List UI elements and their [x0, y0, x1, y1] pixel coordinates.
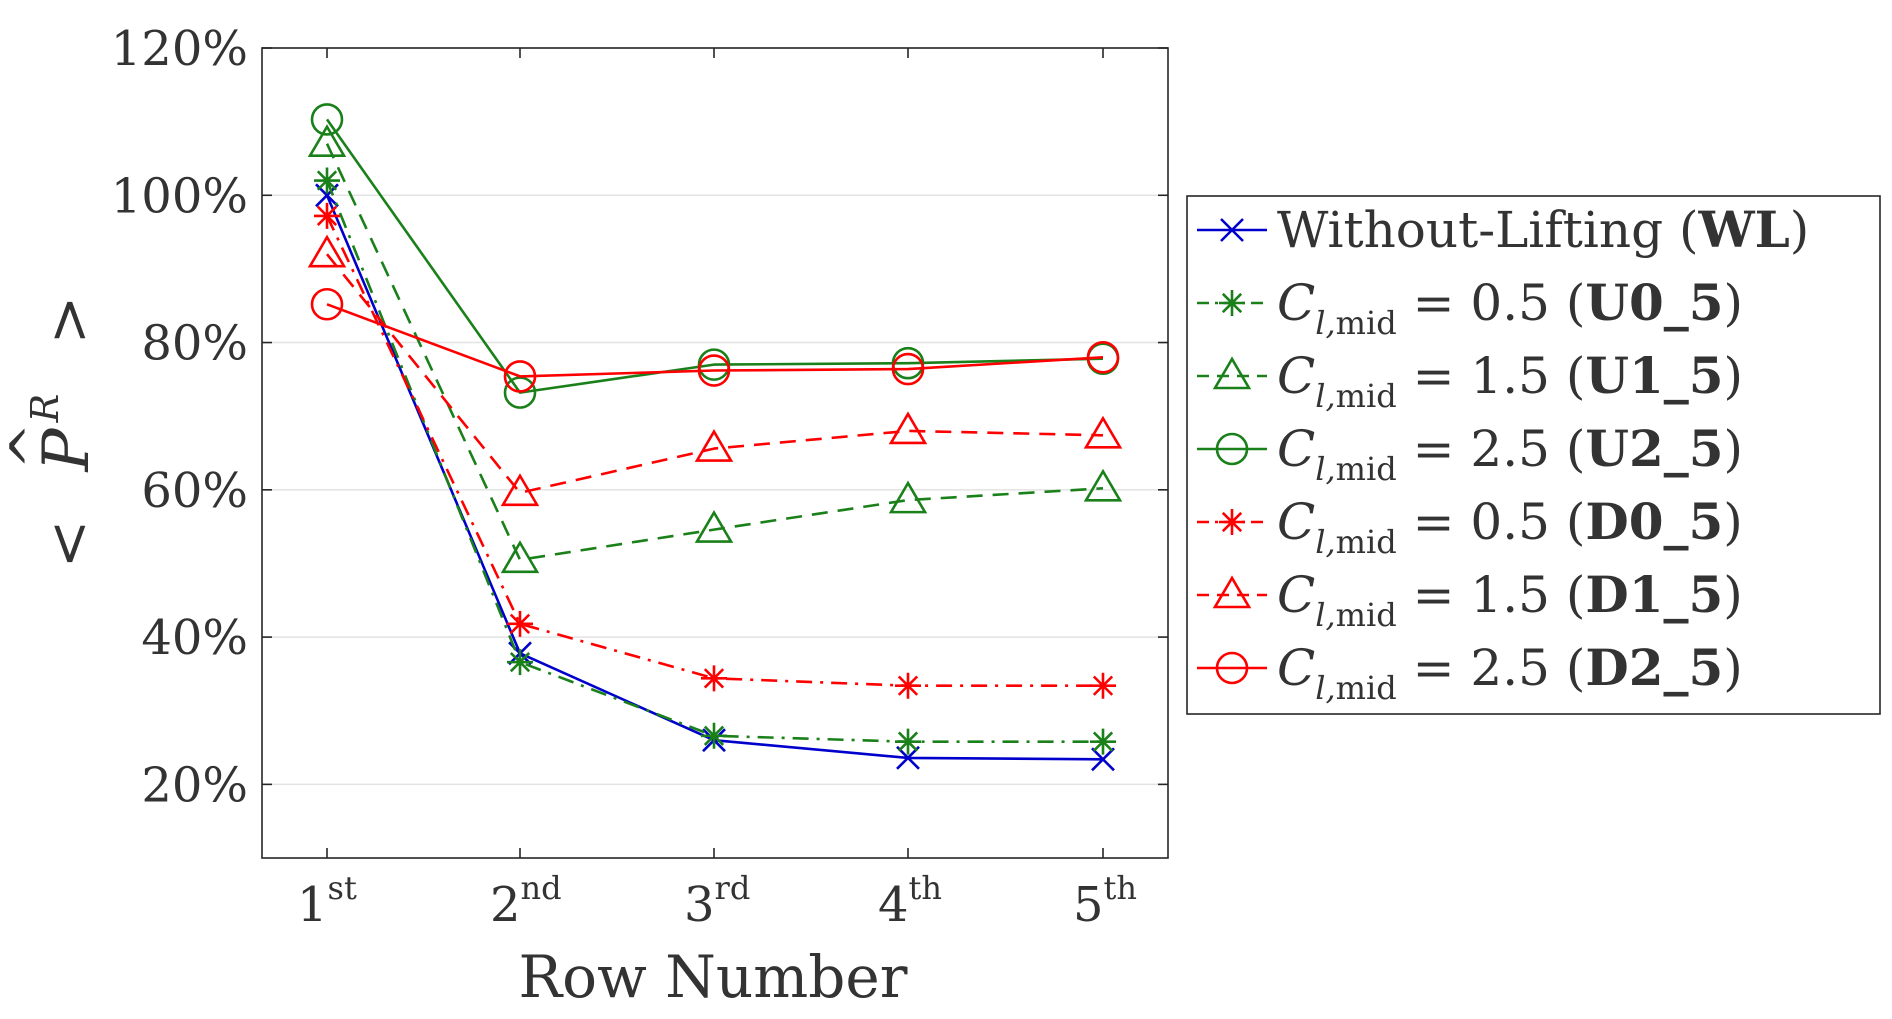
x-tick-label: 5th — [1073, 869, 1137, 933]
data-point-marker — [503, 360, 537, 393]
legend-label: Cl,mid = 1.5 (U1_5) — [1277, 346, 1743, 415]
data-point-marker — [895, 672, 921, 699]
legend-label: Without-Lifting (WL) — [1277, 200, 1809, 259]
y-tick-label: 40% — [141, 610, 248, 666]
legend-label: Cl,mid = 0.5 (U0_5) — [1277, 273, 1743, 342]
legend-entry: Cl,mid = 1.5 (U1_5) — [1197, 346, 1743, 415]
legend: Without-Lifting (WL)Cl,mid = 0.5 (U0_5)C… — [1186, 195, 1881, 715]
legend-entry: Cl,mid = 0.5 (U0_5) — [1197, 273, 1743, 342]
data-point-marker — [694, 429, 734, 462]
series-line — [325, 253, 1104, 495]
x-tick-label: 2nd — [490, 869, 562, 933]
legend-box — [1186, 195, 1881, 715]
series-line — [325, 143, 1104, 562]
x-axis-label: Row Number — [519, 943, 908, 1011]
y-axis-label-lt: < — [34, 520, 102, 569]
data-point-marker — [507, 610, 533, 637]
data-point-marker — [888, 480, 928, 514]
data-point-marker — [307, 234, 347, 268]
y-tick-label: 20% — [141, 757, 248, 813]
data-point-marker — [1086, 340, 1120, 374]
data-point-marker — [314, 167, 340, 194]
legend-entry: Without-Lifting (WL) — [1197, 200, 1809, 259]
y-tick-label: 80% — [141, 316, 248, 372]
data-point-marker — [1090, 672, 1116, 699]
series-line — [326, 303, 1104, 378]
series-4 — [314, 202, 1116, 699]
legend-label: Cl,mid = 0.5 (D0_5) — [1277, 492, 1743, 561]
legend-entry: Cl,mid = 2.5 (U2_5) — [1197, 419, 1743, 488]
legend-label: Cl,mid = 2.5 (D2_5) — [1277, 638, 1743, 707]
data-point-marker — [694, 510, 734, 543]
y-tick-label: 60% — [141, 463, 248, 519]
legend-marker — [1212, 356, 1252, 390]
data-point-marker — [1083, 468, 1123, 502]
legend-label: Cl,mid = 1.5 (D1_5) — [1277, 565, 1743, 634]
x-tick-label: 4th — [878, 869, 942, 933]
y-tick-label: 120% — [111, 21, 248, 77]
legend-entry: Cl,mid = 1.5 (D1_5) — [1197, 565, 1743, 634]
legend-entry: Cl,mid = 0.5 (D0_5) — [1197, 492, 1743, 561]
y-axis-label-symbol: P — [30, 428, 104, 473]
series-5 — [307, 234, 1123, 507]
data-point-marker — [507, 649, 533, 676]
x-tick-label: 1st — [297, 869, 357, 933]
y-axis-label-hat: ^ — [0, 423, 64, 470]
series-3 — [310, 103, 1120, 409]
series-group — [307, 103, 1123, 772]
data-point-marker — [1090, 728, 1116, 755]
series-line — [325, 118, 1104, 394]
legend-label: Cl,mid = 2.5 (U2_5) — [1277, 419, 1743, 488]
data-point-marker — [314, 202, 340, 229]
series-1 — [314, 167, 1116, 755]
data-point-marker — [701, 722, 727, 749]
y-axis-ticks: 20% 40% 60% 80% 100% 120% — [111, 21, 1168, 813]
legend-marker — [1215, 432, 1249, 466]
data-point-marker — [310, 287, 344, 321]
data-point-marker — [891, 352, 925, 386]
data-point-marker — [701, 665, 727, 692]
legend-marker — [1220, 218, 1244, 242]
y-axis-label-sup: R — [23, 394, 67, 424]
series-6 — [310, 287, 1120, 393]
data-point-marker — [307, 124, 347, 158]
data-point-marker — [888, 411, 928, 445]
y-tick-label: 100% — [111, 168, 248, 224]
data-point-marker — [1083, 415, 1123, 449]
data-point-marker — [310, 103, 344, 136]
y-axis-label: < P ^ R > — [0, 296, 104, 569]
legend-entry: Cl,mid = 2.5 (D2_5) — [1197, 638, 1743, 707]
data-point-marker — [697, 354, 731, 387]
legend-marker — [1219, 509, 1245, 535]
data-point-marker — [500, 473, 540, 507]
legend-marker — [1212, 575, 1252, 609]
y-axis-label-gt: > — [34, 296, 102, 345]
plot-frame — [261, 47, 1169, 859]
series-line — [325, 215, 1103, 688]
x-tick-label: 3rd — [684, 869, 750, 933]
legend-marker — [1215, 651, 1249, 685]
data-point-marker — [895, 728, 921, 755]
legend-marker — [1219, 290, 1245, 316]
data-point-marker — [1091, 747, 1115, 772]
series-2 — [307, 124, 1123, 574]
data-point-marker — [500, 540, 540, 574]
